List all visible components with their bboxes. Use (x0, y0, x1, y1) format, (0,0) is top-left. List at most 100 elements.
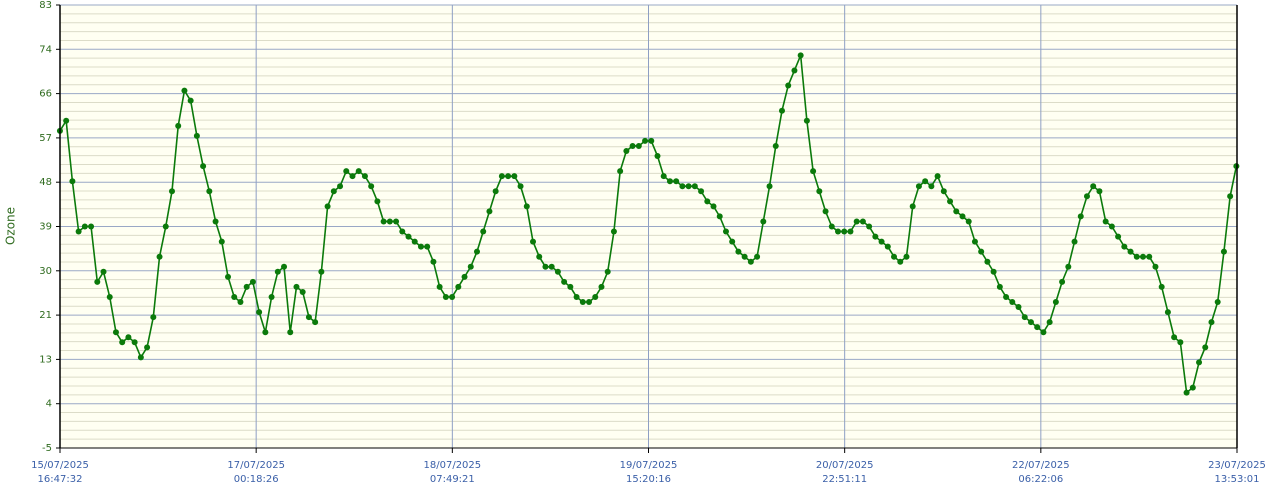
point (343, 168, 350, 175)
grid (60, 4, 1237, 449)
point (1090, 183, 1097, 190)
point (137, 354, 144, 361)
point (1183, 389, 1190, 396)
point (1121, 243, 1128, 250)
point (355, 168, 362, 175)
point (293, 283, 300, 290)
point (1046, 319, 1053, 326)
y-tick-label: -5 (42, 443, 52, 454)
y-tick-label: 39 (39, 222, 52, 233)
point (567, 283, 574, 290)
point (741, 253, 748, 260)
point (411, 238, 418, 245)
point (405, 233, 412, 240)
point (256, 309, 263, 316)
point (181, 87, 188, 94)
point (722, 228, 729, 235)
point (305, 314, 312, 321)
point (1127, 248, 1134, 255)
point (915, 183, 922, 190)
point (430, 258, 437, 265)
point (442, 293, 449, 300)
point (511, 173, 518, 180)
point (75, 228, 82, 235)
point (579, 299, 586, 306)
point (853, 218, 860, 225)
y-tick-label: 74 (39, 44, 52, 55)
point (119, 339, 126, 346)
point (330, 188, 337, 195)
y-tick-label: 66 (39, 89, 52, 100)
point (100, 268, 107, 275)
point (1003, 293, 1010, 300)
point (436, 283, 443, 290)
x-tick-label: 00:18:26 (234, 474, 279, 485)
x-tick-label: 13:53:01 (1215, 474, 1260, 485)
point (125, 334, 132, 341)
point (729, 238, 736, 245)
point (797, 52, 804, 59)
point (243, 283, 250, 290)
point (791, 67, 798, 74)
point (554, 268, 561, 275)
point (642, 137, 649, 144)
point (530, 238, 537, 245)
point (1065, 263, 1072, 270)
point (903, 253, 910, 260)
point (841, 228, 848, 235)
point (1208, 319, 1215, 326)
point (1115, 233, 1122, 240)
point (225, 273, 232, 280)
point (175, 122, 182, 129)
point (1146, 253, 1153, 260)
point (872, 233, 879, 240)
point (604, 268, 611, 275)
point (480, 228, 487, 235)
point (1071, 238, 1078, 245)
point (393, 218, 400, 225)
point (505, 173, 512, 180)
point (1214, 299, 1221, 306)
point (866, 223, 873, 230)
point (106, 293, 113, 300)
point (1202, 344, 1209, 351)
point (498, 173, 505, 180)
point (187, 97, 194, 104)
point (523, 203, 530, 210)
point (666, 178, 673, 185)
point (517, 183, 524, 190)
point (200, 163, 207, 170)
point (1102, 218, 1109, 225)
point (1034, 324, 1041, 331)
point (828, 223, 835, 230)
point (1108, 223, 1115, 230)
point (1189, 384, 1196, 391)
point (1077, 213, 1084, 220)
point (629, 142, 636, 149)
point (281, 263, 288, 270)
point (766, 183, 773, 190)
point (747, 258, 754, 265)
point (368, 183, 375, 190)
point (449, 293, 456, 300)
point (735, 248, 742, 255)
x-tick-label: 07:49:21 (430, 474, 475, 485)
point (822, 208, 829, 215)
point (959, 213, 966, 220)
point (1164, 309, 1171, 316)
point (1152, 263, 1159, 270)
point (492, 188, 499, 195)
point (542, 263, 549, 270)
y-tick-label: 57 (39, 133, 52, 144)
point (922, 178, 929, 185)
point (193, 132, 200, 139)
point (760, 218, 767, 225)
point (698, 188, 705, 195)
point (934, 173, 941, 180)
point (984, 258, 991, 265)
y-axis-title: Ozone (4, 207, 18, 245)
point (374, 198, 381, 205)
point (231, 293, 238, 300)
point (928, 183, 935, 190)
